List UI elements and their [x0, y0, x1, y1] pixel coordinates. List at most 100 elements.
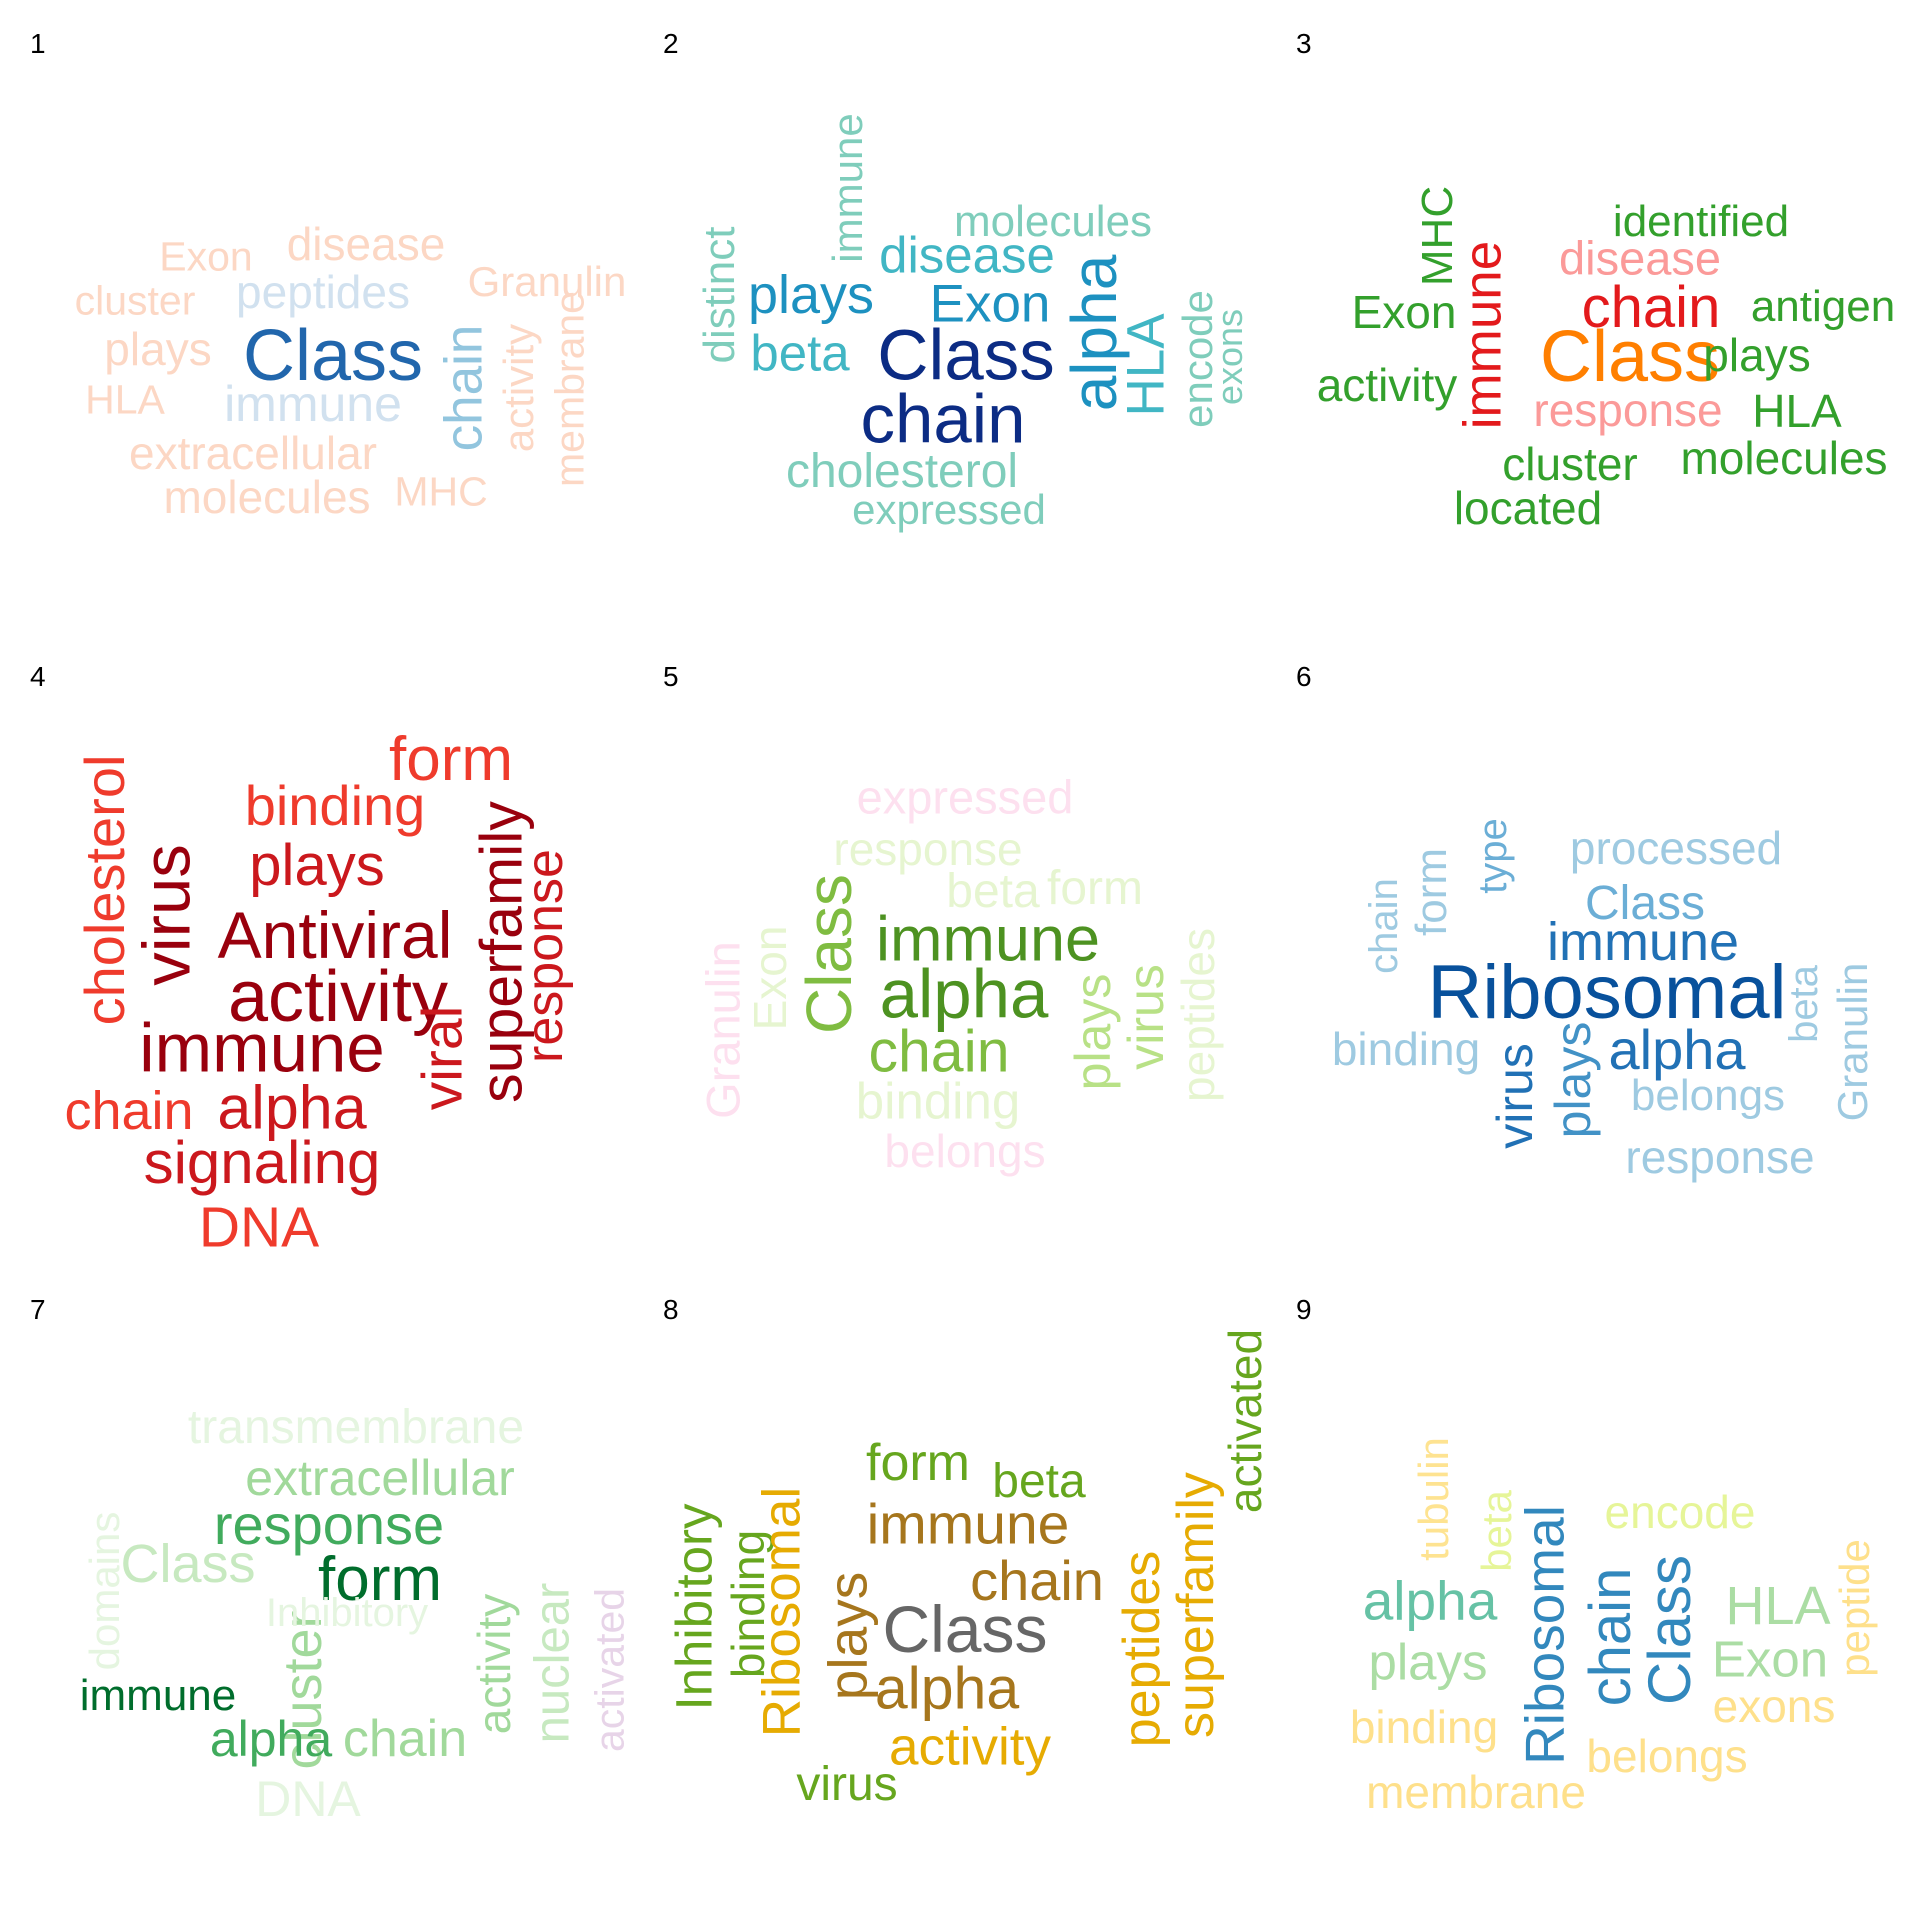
cloud-word: response: [213, 1493, 445, 1556]
cloud-word: Class: [120, 1534, 256, 1594]
cloud-word: virus: [1487, 1043, 1543, 1149]
cloud-word: alpha: [209, 1711, 333, 1767]
cloud-word: extracellular: [129, 427, 377, 479]
cloud-word: expressed: [856, 770, 1074, 824]
cloud-word: Exon: [744, 925, 796, 1031]
cloud-word: immune: [824, 113, 871, 263]
cloud-word: activity: [1316, 359, 1458, 411]
cloud-word: disease: [879, 226, 1055, 284]
cloud-word: binding: [1349, 1701, 1499, 1753]
cloud-word: alpha: [217, 1073, 367, 1142]
word-cloud-panel-4: 4 form binding cholesterol plays virus superfa…: [30, 663, 664, 1297]
word-cloud-panel-7: 7 transmembrane extracellular domains respon…: [30, 1296, 664, 1920]
cloud-word: Exon: [1351, 286, 1457, 338]
cloud-word: immune: [79, 1671, 237, 1720]
cloud-word: exons: [1209, 308, 1250, 406]
cloud-word: form: [1047, 862, 1143, 915]
cloud-word: peptides: [236, 266, 410, 318]
cloud-word: plays: [1065, 973, 1121, 1091]
cloud-word: encode: [1604, 1486, 1756, 1538]
cloud-word: membrane: [1366, 1766, 1586, 1818]
panel-number-label: 6: [1296, 661, 1312, 692]
cloud-word: response: [1625, 1131, 1815, 1183]
cloud-word: activated: [586, 1587, 633, 1753]
cloud-word: Class: [793, 873, 865, 1035]
cloud-word: DNA: [198, 1195, 320, 1260]
cloud-word: plays: [1368, 1633, 1488, 1691]
cloud-word: response: [516, 849, 574, 1063]
word-cloud-panel-6: 6 form type processed chain Class immune Riboso…: [1296, 663, 1920, 1297]
cloud-word: virus: [129, 844, 205, 986]
cloud-word: plays: [1545, 1021, 1601, 1139]
cloud-word: immune: [1546, 912, 1740, 972]
cloud-word: plays: [104, 323, 212, 375]
cloud-word: beta: [946, 865, 1040, 918]
cloud-word: chain: [1581, 275, 1721, 340]
cloud-word: activity: [468, 1593, 520, 1735]
cloud-word: disease: [286, 218, 446, 270]
cloud-word: virus: [1118, 964, 1174, 1070]
panel-number-label: 2: [663, 28, 679, 59]
cloud-word: Exon: [929, 274, 1051, 334]
cloud-word: immune: [875, 904, 1101, 975]
word-cloud-panel-5: 5 expressed response beta form Granulin Exon Cl…: [663, 663, 1297, 1297]
word-cloud-panel-8: 8 activated form beta Inhibitory binding Ribos…: [663, 1296, 1297, 1920]
cloud-word: immune: [866, 1492, 1070, 1557]
cloud-word: chain: [64, 1081, 194, 1141]
cloud-word: beta: [1782, 965, 1826, 1043]
cloud-word: beta: [992, 1455, 1086, 1508]
cloud-word: Inhibitory: [265, 1591, 429, 1635]
cloud-word: activity: [495, 323, 542, 453]
cloud-word: immune: [1453, 240, 1513, 430]
cloud-word: HLA: [1752, 385, 1842, 437]
cloud-word: DNA: [255, 1771, 361, 1827]
cloud-word: disease: [1559, 231, 1721, 285]
cloud-word: chain: [1578, 1567, 1643, 1707]
cloud-word: identified: [1612, 197, 1790, 246]
word-cloud-panel-3: 3 MHC immune identified disease Exon chain anti…: [1296, 30, 1920, 664]
cloud-word: belongs: [1586, 1730, 1748, 1782]
cloud-word: expressed: [852, 486, 1046, 533]
cloud-word: nuclear: [525, 1582, 580, 1744]
cloud-word: Ribosomal: [1427, 950, 1787, 1035]
cloud-word: Class: [1636, 1554, 1703, 1706]
cloud-word: Granulin: [467, 258, 627, 305]
cloud-word: binding: [855, 1072, 1021, 1130]
cloud-word: superfamily: [1167, 1472, 1225, 1738]
cloud-word: membrane: [546, 291, 593, 487]
cloud-word: viral: [410, 1005, 475, 1111]
panel-number-label: 7: [30, 1294, 46, 1325]
cloud-word: MHC: [394, 468, 488, 515]
cloud-word: plays: [249, 833, 385, 898]
cloud-word: plays: [816, 1571, 879, 1701]
cloud-word: chain: [342, 1710, 468, 1768]
cloud-word: binding: [1331, 1023, 1481, 1075]
cloud-word: response: [833, 823, 1023, 875]
cloud-word: antigen: [1750, 282, 1896, 331]
cloud-word: beta: [750, 324, 850, 382]
cloud-word: belongs: [1630, 1071, 1786, 1120]
cloud-word: activated: [1219, 1328, 1271, 1514]
cloud-word: form: [318, 1545, 442, 1614]
cloud-word: tubulin: [1410, 1437, 1457, 1561]
panel-number-label: 1: [30, 28, 46, 59]
cloud-word: HLA: [1116, 313, 1176, 417]
panel-number-label: 4: [30, 661, 46, 692]
cloud-word: Granulin: [1829, 962, 1876, 1122]
cloud-word: immune: [139, 1009, 385, 1087]
cloud-word: molecules: [163, 471, 371, 523]
cloud-word: chain: [860, 380, 1026, 458]
cloud-word: Granulin: [696, 941, 750, 1119]
cloud-word: cholesterol: [73, 754, 136, 1026]
cloud-word: belongs: [884, 1125, 1046, 1177]
cloud-word: alpha: [874, 1655, 1020, 1722]
cloud-word: chain: [434, 324, 494, 452]
word-cloud-panel-9: 9 tubulin beta Ribosomal encode alpha chain Cla…: [1296, 1296, 1920, 1920]
cloud-word: form: [389, 725, 513, 794]
cloud-word: transmembrane: [187, 1401, 525, 1454]
cloud-word: signaling: [143, 1129, 381, 1196]
cloud-word: response: [1533, 384, 1723, 436]
cloud-word: alpha: [879, 955, 1049, 1033]
cloud-word: plays: [1703, 329, 1811, 381]
